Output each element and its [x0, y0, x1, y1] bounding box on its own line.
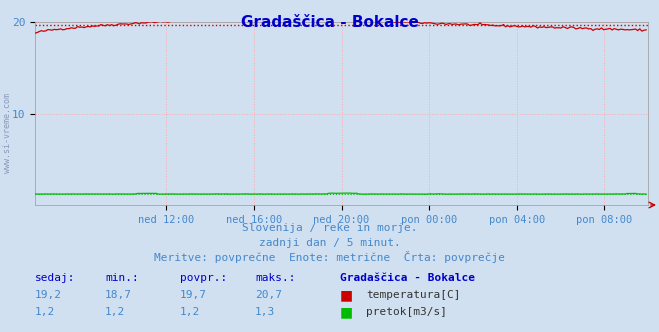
Text: Gradaščica - Bokalce: Gradaščica - Bokalce	[340, 273, 475, 283]
Text: ■: ■	[340, 305, 353, 319]
Text: 1,2: 1,2	[35, 307, 55, 317]
Text: povpr.:: povpr.:	[180, 273, 227, 283]
Text: 19,2: 19,2	[35, 290, 62, 300]
Text: 18,7: 18,7	[105, 290, 132, 300]
Text: Slovenija / reke in morje.: Slovenija / reke in morje.	[242, 223, 417, 233]
Text: zadnji dan / 5 minut.: zadnji dan / 5 minut.	[258, 238, 401, 248]
Text: 1,2: 1,2	[105, 307, 125, 317]
Text: ■: ■	[340, 288, 353, 302]
Text: sedaj:: sedaj:	[35, 273, 76, 283]
Text: Gradaščica - Bokalce: Gradaščica - Bokalce	[241, 15, 418, 30]
Text: www.si-vreme.com: www.si-vreme.com	[3, 93, 13, 173]
Text: 1,3: 1,3	[255, 307, 275, 317]
Text: temperatura[C]: temperatura[C]	[366, 290, 461, 300]
Text: Meritve: povprečne  Enote: metrične  Črta: povprečje: Meritve: povprečne Enote: metrične Črta:…	[154, 251, 505, 263]
Text: pretok[m3/s]: pretok[m3/s]	[366, 307, 447, 317]
Text: maks.:: maks.:	[255, 273, 295, 283]
Text: min.:: min.:	[105, 273, 139, 283]
Text: 1,2: 1,2	[180, 307, 200, 317]
Text: 19,7: 19,7	[180, 290, 207, 300]
Text: 20,7: 20,7	[255, 290, 282, 300]
